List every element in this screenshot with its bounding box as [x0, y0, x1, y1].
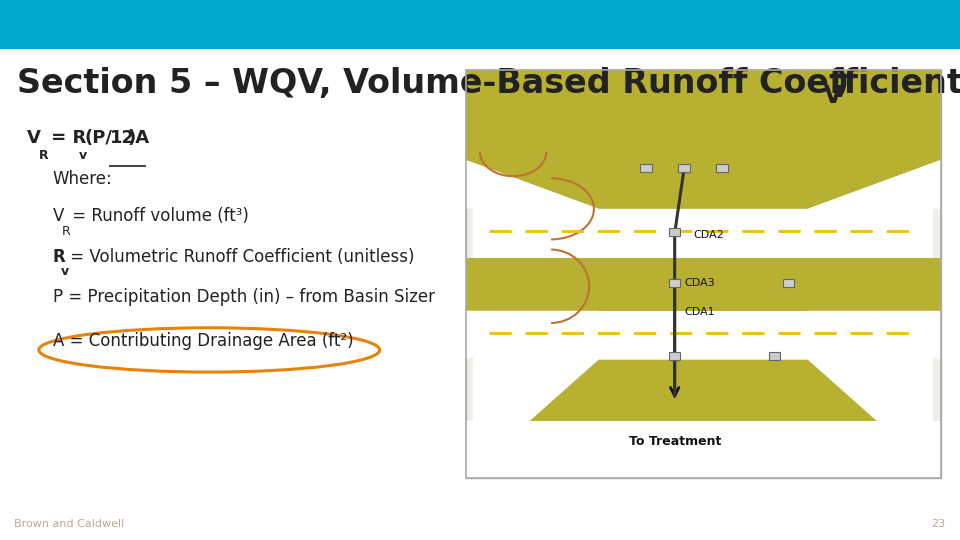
Text: V: V — [824, 84, 842, 107]
Text: V: V — [27, 129, 40, 147]
Text: (P/: (P/ — [84, 129, 112, 147]
Text: 12: 12 — [109, 129, 134, 147]
Polygon shape — [466, 258, 941, 310]
Polygon shape — [466, 360, 941, 478]
Text: A = Contributing Drainage Area (ft²): A = Contributing Drainage Area (ft²) — [53, 332, 353, 349]
Polygon shape — [466, 70, 941, 209]
Text: Brown and Caldwell: Brown and Caldwell — [14, 519, 125, 529]
Bar — [640, 164, 652, 172]
Bar — [669, 279, 681, 287]
Text: CDA1: CDA1 — [684, 307, 715, 316]
Text: P = Precipitation Depth (in) – from Basin Sizer: P = Precipitation Depth (in) – from Basi… — [53, 288, 435, 306]
Text: R: R — [53, 248, 65, 266]
Bar — [0, 0, 960, 49]
Text: R: R — [38, 149, 48, 163]
Bar — [669, 228, 681, 236]
Bar — [669, 352, 681, 360]
Text: = Volumetric Runoff Coefficient (unitless): = Volumetric Runoff Coefficient (unitles… — [65, 248, 415, 266]
Bar — [783, 279, 795, 287]
Text: = R: = R — [45, 129, 86, 147]
Bar — [466, 70, 941, 478]
Polygon shape — [807, 160, 941, 209]
Polygon shape — [466, 310, 599, 360]
Text: v: v — [60, 265, 68, 279]
Text: 23: 23 — [931, 519, 946, 529]
Text: CDA3: CDA3 — [684, 278, 715, 288]
Text: V: V — [53, 207, 64, 225]
Text: = Runoff volume (ft³): = Runoff volume (ft³) — [67, 207, 249, 225]
Polygon shape — [466, 160, 599, 209]
Text: ): ) — [833, 67, 849, 100]
Text: Where:: Where: — [53, 170, 112, 187]
Text: v: v — [79, 149, 86, 163]
Polygon shape — [599, 209, 807, 258]
Text: CDA2: CDA2 — [694, 231, 725, 240]
Bar — [769, 352, 780, 360]
Text: To Treatment: To Treatment — [629, 435, 721, 448]
Bar — [679, 164, 690, 172]
Bar — [473, 75, 933, 474]
Polygon shape — [599, 310, 807, 360]
Bar — [716, 164, 728, 172]
Polygon shape — [466, 421, 941, 478]
Bar — [466, 70, 941, 478]
Text: Section 5 – WQV, Volume-Based Runoff Coefficient (R: Section 5 – WQV, Volume-Based Runoff Coe… — [17, 67, 960, 100]
Polygon shape — [807, 310, 941, 360]
Text: )A: )A — [128, 129, 150, 147]
Text: R: R — [61, 225, 70, 238]
